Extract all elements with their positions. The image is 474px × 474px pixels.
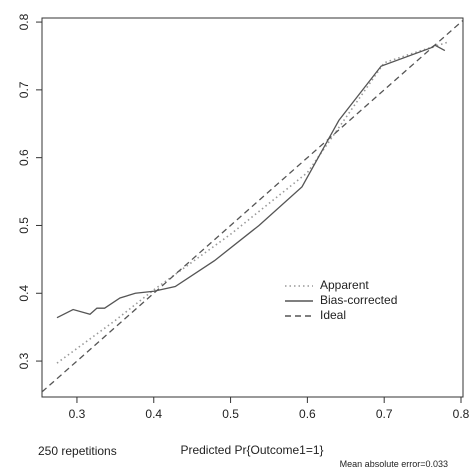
y-tick-label: 0.4 (17, 285, 31, 302)
legend-label: Ideal (320, 308, 346, 322)
y-tick-label: 0.5 (17, 217, 31, 234)
annotation: Mean absolute error=0.033 (340, 459, 448, 469)
plot-area (42, 19, 463, 393)
x-axis-label: Predicted Pr{Outcome1=1} (180, 443, 323, 457)
legend-label: Bias-corrected (320, 293, 397, 307)
annotation: 250 repetitions (38, 444, 117, 458)
x-tick-label: 0.7 (376, 407, 393, 421)
plot-frame (41, 17, 464, 398)
legend-label: Apparent (320, 278, 369, 292)
y-tick-label: 0.3 (17, 352, 31, 369)
x-tick-label: 0.8 (453, 407, 470, 421)
y-tick-label: 0.8 (17, 13, 31, 30)
x-tick-label: 0.3 (69, 407, 86, 421)
line-series (56, 44, 446, 319)
line-series (56, 41, 448, 364)
line-series (42, 19, 463, 393)
x-tick-label: 0.6 (299, 407, 316, 421)
x-tick-label: 0.4 (145, 407, 162, 421)
x-tick-label: 0.5 (222, 407, 239, 421)
y-tick-label: 0.6 (17, 149, 31, 166)
y-tick-label: 0.7 (17, 81, 31, 98)
